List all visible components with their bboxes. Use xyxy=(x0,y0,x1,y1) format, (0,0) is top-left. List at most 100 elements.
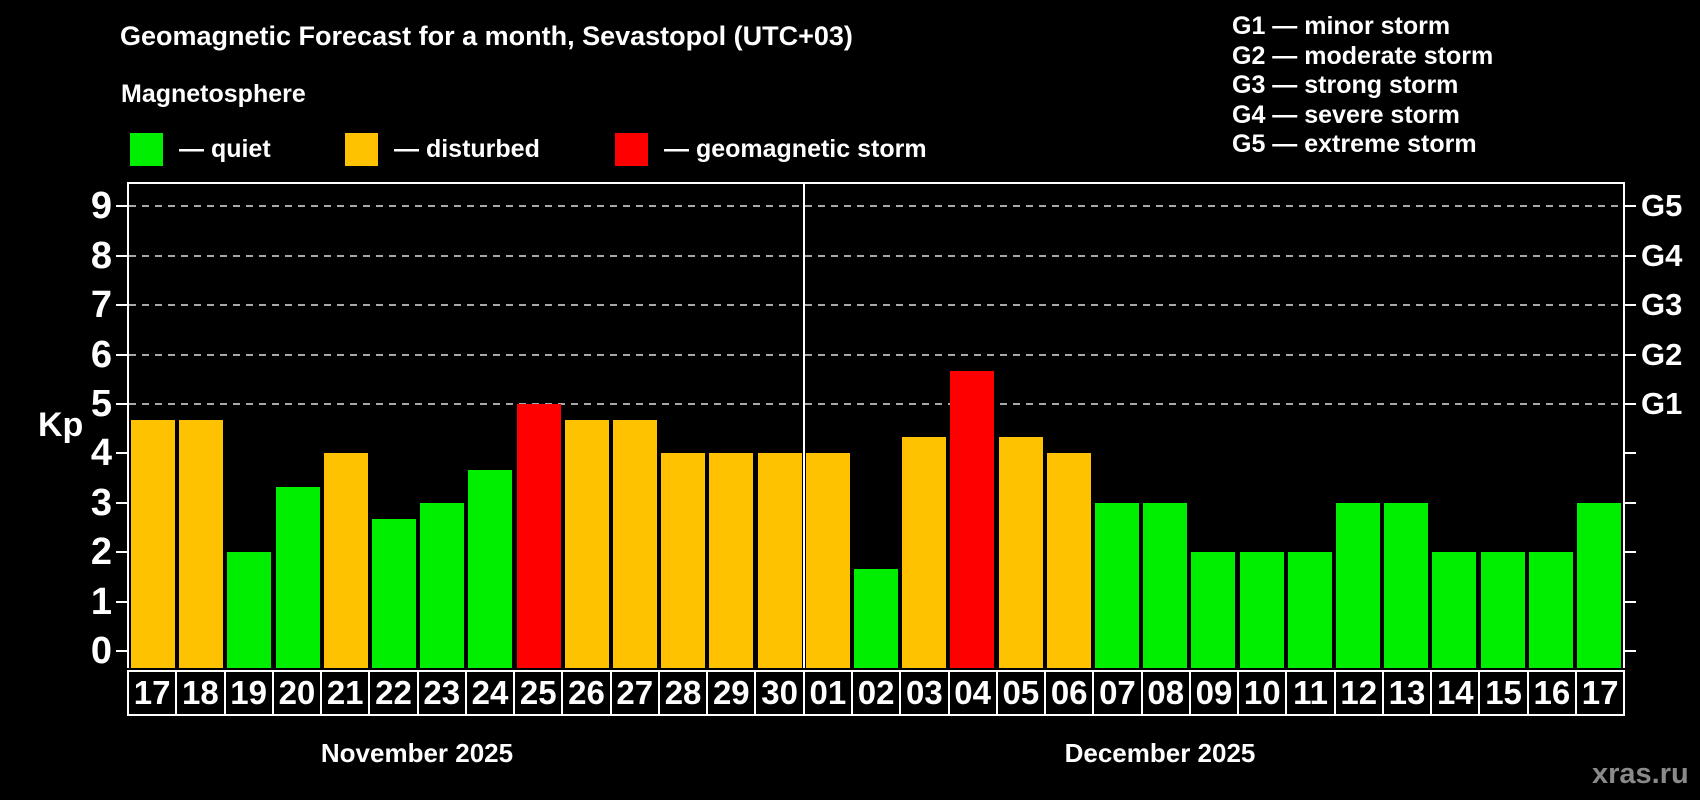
y-axis-label-5: 5 xyxy=(90,383,112,425)
day-label-nov-22: 22 xyxy=(368,670,419,716)
gridline-kp-7 xyxy=(129,304,1623,307)
day-label-dec-10: 10 xyxy=(1237,670,1288,716)
day-label-dec-11: 11 xyxy=(1285,670,1336,716)
month-label-november: November 2025 xyxy=(320,738,514,768)
day-label-nov-24: 24 xyxy=(464,670,516,716)
bar-nov-20 xyxy=(275,486,320,668)
y-tick-left-9 xyxy=(116,205,127,208)
day-label-nov-17: 17 xyxy=(127,670,178,716)
gridline-kp-9 xyxy=(129,205,1623,208)
day-label-dec-06: 06 xyxy=(1044,670,1095,716)
bar-dec-06 xyxy=(1046,453,1091,668)
y-axis-label-2: 2 xyxy=(90,531,112,574)
g3-legend-line: G3 — strong storm xyxy=(1232,71,1459,100)
quiet-color-swatch xyxy=(130,133,163,166)
day-label-dec-05: 05 xyxy=(995,670,1047,716)
disturbed-color-swatch xyxy=(345,133,378,166)
y-tick-left-2 xyxy=(116,551,127,554)
y-axis-labels: 0 1 2 3 4 5 6 7 8 9 xyxy=(0,182,112,672)
chart-subtitle: Magnetosphere xyxy=(121,80,306,108)
y-tick-left-1 xyxy=(116,600,127,603)
day-label-nov-27: 27 xyxy=(609,670,660,716)
y-axis-label-1: 1 xyxy=(90,580,112,623)
y-tick-right-8 xyxy=(1625,254,1636,257)
y-axis-label-0: 0 xyxy=(90,630,112,672)
legend-item-disturbed: — disturbed xyxy=(345,133,540,166)
y-axis-label-9: 9 xyxy=(90,185,112,228)
day-label-dec-08: 08 xyxy=(1140,670,1191,716)
right-axis-g-labels: G1 G2 G3 G4 G5 xyxy=(1641,182,1700,668)
day-label-nov-18: 18 xyxy=(175,670,226,716)
month-divider-line xyxy=(802,184,805,668)
gridline-kp-6 xyxy=(129,353,1623,356)
day-label-dec-02: 02 xyxy=(850,670,902,716)
day-label-dec-04: 04 xyxy=(947,670,998,716)
right-axis-label-g2: G2 xyxy=(1641,336,1683,372)
y-tick-left-4 xyxy=(116,452,127,455)
y-tick-right-9 xyxy=(1625,205,1636,208)
y-tick-right-7 xyxy=(1625,304,1636,307)
g4-legend-line: G4 — severe storm xyxy=(1232,100,1460,129)
bar-dec-09 xyxy=(1191,552,1236,668)
day-label-nov-30: 30 xyxy=(754,670,805,716)
bar-dec-16 xyxy=(1528,552,1573,668)
bar-dec-03 xyxy=(902,437,947,668)
day-label-nov-28: 28 xyxy=(657,670,709,716)
day-label-dec-16: 16 xyxy=(1526,670,1577,716)
right-axis-label-g4: G4 xyxy=(1641,237,1683,273)
bar-dec-13 xyxy=(1384,502,1429,668)
y-tick-right-0 xyxy=(1625,650,1636,652)
x-axis-day-labels: 17 18 19 20 21 22 23 24 25 26 27 28 29 30 01 02 03 04 05 06… xyxy=(127,670,1626,716)
day-label-dec-01: 01 xyxy=(802,670,853,716)
y-axis-label-8: 8 xyxy=(90,234,112,277)
gridline-kp-8 xyxy=(129,254,1623,257)
bar-nov-25 xyxy=(516,404,561,668)
bar-dec-08 xyxy=(1143,502,1188,668)
right-axis-label-g1: G1 xyxy=(1641,386,1683,421)
gridline-kp-5 xyxy=(129,403,1623,405)
y-axis-label-6: 6 xyxy=(90,333,112,376)
legend-quiet-label: — quiet xyxy=(179,135,271,163)
legend-disturbed-label: — disturbed xyxy=(394,135,540,163)
bar-nov-23 xyxy=(420,502,465,668)
day-label-nov-19: 19 xyxy=(223,670,274,716)
day-label-nov-25: 25 xyxy=(513,670,564,716)
g2-legend-line: G2 — moderate storm xyxy=(1232,41,1494,70)
y-tick-left-7 xyxy=(116,304,127,307)
day-label-nov-29: 29 xyxy=(706,670,757,716)
g-scale-legend: G1 — minor storm G2 — moderate storm G3 … xyxy=(1232,12,1493,160)
bar-nov-24 xyxy=(468,469,513,668)
day-label-dec-03: 03 xyxy=(899,670,950,716)
bar-dec-02 xyxy=(854,568,898,668)
bar-nov-17 xyxy=(131,420,176,668)
y-tick-left-6 xyxy=(116,353,127,356)
bar-nov-29 xyxy=(709,453,754,668)
g1-legend-line: G1 — minor storm xyxy=(1232,12,1451,40)
bar-dec-07 xyxy=(1094,502,1139,668)
y-tick-left-5 xyxy=(116,403,127,405)
y-tick-right-1 xyxy=(1625,600,1636,603)
plot-area xyxy=(116,182,1636,668)
y-axis-title: Kp xyxy=(38,406,84,444)
day-label-dec-07: 07 xyxy=(1092,670,1143,716)
legend-item-storm: — geomagnetic storm xyxy=(615,133,927,166)
day-label-dec-09: 09 xyxy=(1188,670,1240,716)
day-label-dec-15: 15 xyxy=(1478,670,1529,716)
chart-title: Geomagnetic Forecast for a month, Sevast… xyxy=(120,21,853,51)
bar-nov-28 xyxy=(661,453,706,668)
day-label-dec-14: 14 xyxy=(1430,670,1481,716)
storm-color-swatch xyxy=(615,133,648,166)
bar-nov-27 xyxy=(613,420,658,668)
watermark: xras.ru xyxy=(1592,758,1689,790)
y-tick-left-3 xyxy=(116,501,127,504)
day-label-dec-17: 17 xyxy=(1574,670,1626,716)
bar-dec-01 xyxy=(805,453,850,668)
bar-nov-18 xyxy=(179,420,224,668)
bar-nov-21 xyxy=(323,453,368,668)
day-label-dec-13: 13 xyxy=(1381,670,1433,716)
bar-nov-19 xyxy=(227,552,272,668)
bar-dec-15 xyxy=(1480,552,1525,668)
legend-item-quiet: — quiet xyxy=(130,133,271,166)
y-axis-label-3: 3 xyxy=(90,481,112,524)
bar-nov-26 xyxy=(564,420,609,668)
